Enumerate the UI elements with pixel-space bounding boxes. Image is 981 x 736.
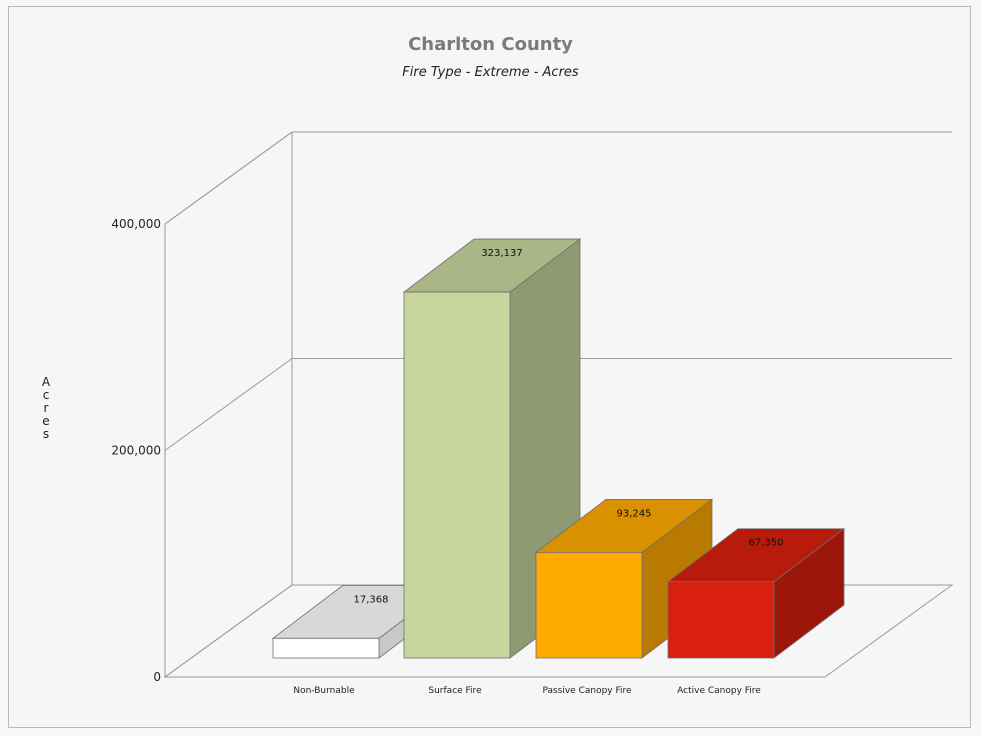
bar-front: [535, 552, 643, 659]
x-tick-label: Non-Burnable: [293, 686, 355, 696]
data-label: 93,245: [617, 508, 652, 519]
x-tick-label: Active Canopy Fire: [677, 686, 761, 696]
bar-surface-fire: [402, 238, 582, 659]
bar-active-canopy-fire: [666, 527, 846, 659]
data-label: 17,368: [354, 594, 389, 605]
bar-front: [403, 291, 511, 659]
data-label: 67,350: [749, 538, 784, 549]
chart-title: Charlton County: [408, 34, 573, 55]
y-tick-label: 400,000: [111, 217, 161, 231]
y-tick-label: 0: [153, 670, 161, 684]
x-tick-label: Surface Fire: [428, 686, 482, 696]
x-tick-label: Passive Canopy Fire: [542, 686, 632, 696]
chart-subtitle: Fire Type - Extreme - Acres: [402, 65, 579, 80]
side-wall-top: [164, 131, 293, 225]
bar-front: [272, 637, 380, 659]
y-tick-label: 200,000: [111, 444, 161, 458]
gridline-side-1: [164, 358, 293, 451]
y-axis-label: A c r e s: [41, 375, 51, 441]
bar-front: [667, 581, 775, 659]
data-label: 323,137: [481, 248, 522, 259]
gridline-side-0: [164, 584, 293, 678]
